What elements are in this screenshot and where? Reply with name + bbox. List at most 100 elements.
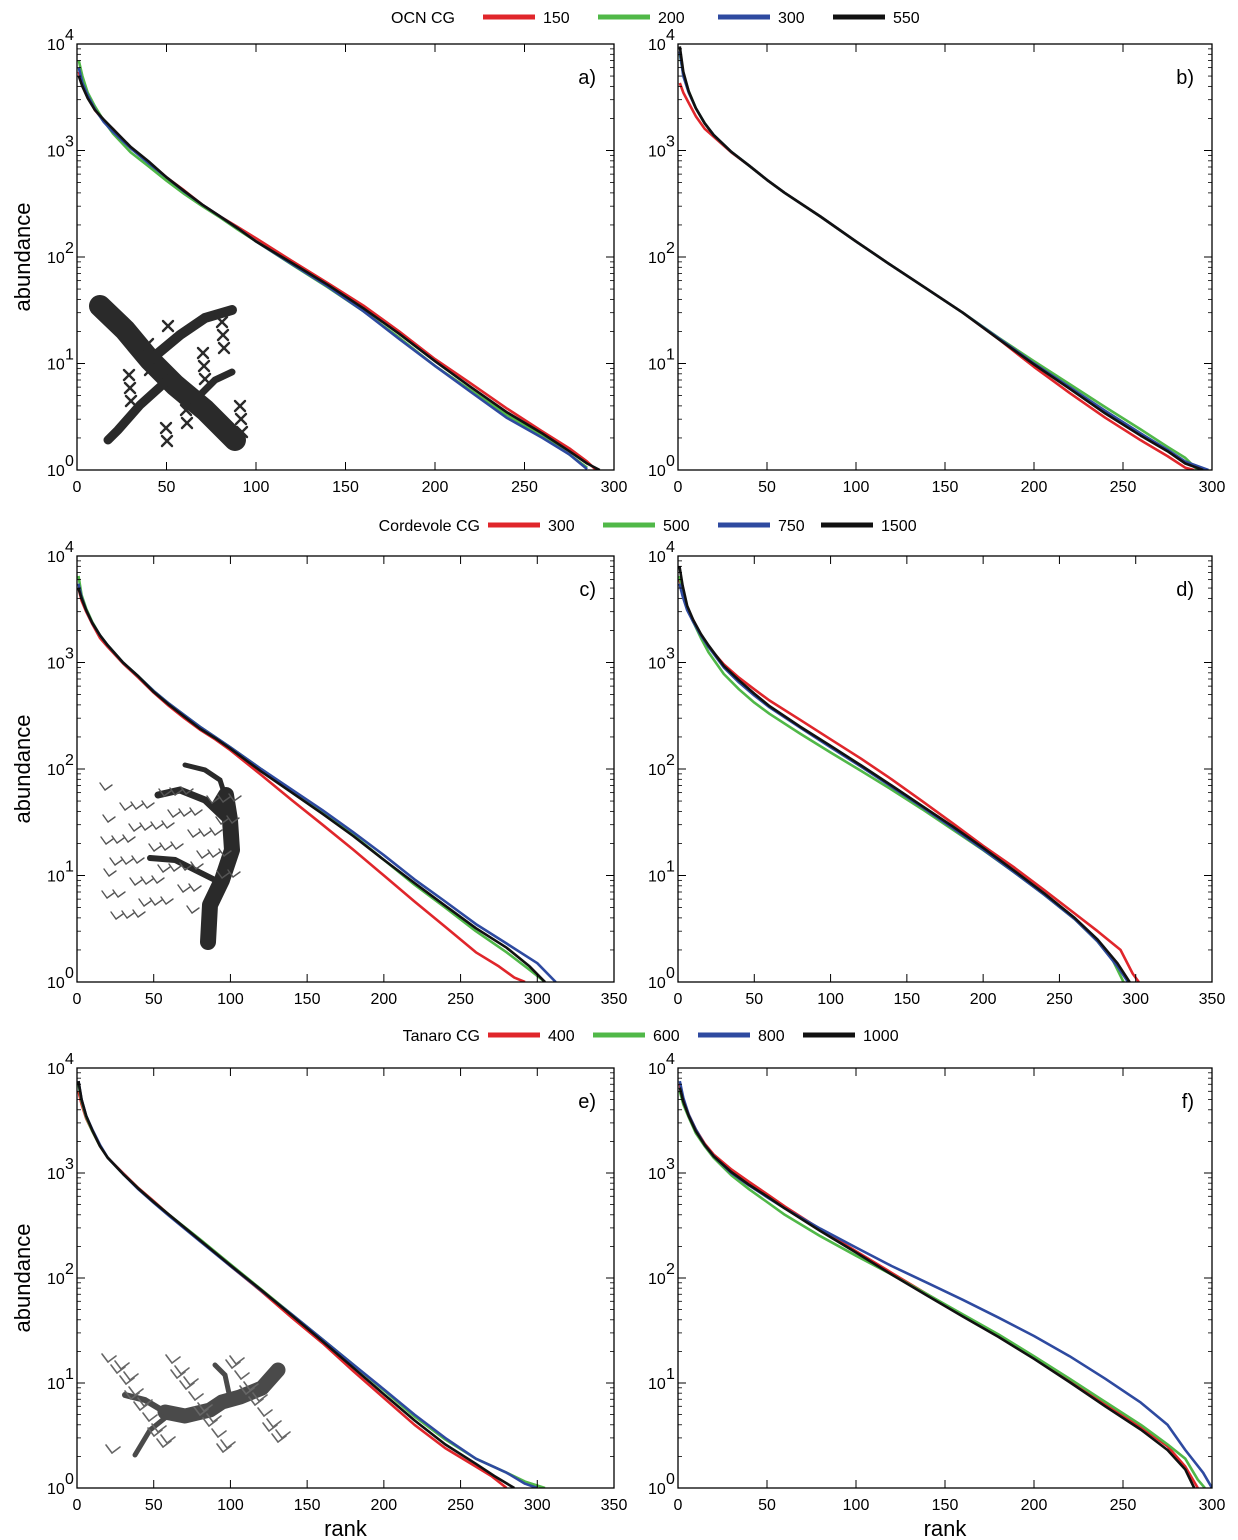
network-branch bbox=[221, 872, 230, 879]
y-tick-exponent: 0 bbox=[65, 965, 74, 982]
network-branch bbox=[179, 1380, 187, 1390]
y-tick-exponent: 2 bbox=[65, 1261, 74, 1278]
y-tick-label: 10 bbox=[47, 1166, 65, 1183]
x-tick-label: 250 bbox=[1110, 479, 1137, 496]
legend-label: 200 bbox=[658, 10, 685, 27]
network-branch bbox=[239, 1385, 247, 1395]
network-branch bbox=[198, 828, 205, 837]
network-branch bbox=[138, 898, 145, 907]
network-branch bbox=[271, 1433, 279, 1443]
legend-label: 600 bbox=[653, 1028, 680, 1045]
network-branch bbox=[222, 796, 231, 803]
network-branch bbox=[216, 1443, 224, 1453]
y-tick-label: 10 bbox=[47, 762, 65, 779]
x-tick-label: 150 bbox=[932, 479, 959, 496]
x-tick-label: 50 bbox=[758, 479, 776, 496]
network-branch bbox=[212, 1415, 222, 1423]
panel-label: a) bbox=[578, 67, 596, 89]
network-branch bbox=[235, 425, 249, 439]
network-branch bbox=[107, 1355, 117, 1363]
legend: OCN CG 150 200 300 550 bbox=[391, 10, 920, 27]
network-branch bbox=[183, 810, 192, 817]
network-branch bbox=[193, 1406, 201, 1416]
network-branch bbox=[196, 850, 203, 859]
series-line-750 bbox=[678, 583, 1130, 982]
network-branch bbox=[172, 811, 181, 818]
network-branch bbox=[192, 831, 201, 838]
series-line-400 bbox=[77, 1091, 508, 1488]
y-tick-exponent: 1 bbox=[65, 859, 74, 876]
y-tick-label: 10 bbox=[47, 1481, 65, 1498]
legend-label: 750 bbox=[778, 518, 805, 535]
network-branch bbox=[201, 852, 210, 859]
network-branch bbox=[218, 848, 225, 857]
x-tick-label: 100 bbox=[217, 1497, 244, 1514]
network-branch bbox=[112, 889, 119, 898]
x-tick-label: 50 bbox=[145, 991, 163, 1008]
network-branch bbox=[160, 896, 167, 905]
network-branch bbox=[165, 1354, 173, 1364]
network-branch bbox=[109, 857, 116, 866]
network-branch bbox=[228, 793, 235, 802]
network-branch bbox=[103, 868, 110, 877]
x-tick-label: 0 bbox=[674, 1497, 683, 1514]
y-tick-label: 10 bbox=[47, 549, 65, 566]
network-branch bbox=[108, 870, 117, 877]
network-branch bbox=[203, 1404, 213, 1412]
panel-label: c) bbox=[579, 579, 596, 601]
x-tick-label: 200 bbox=[970, 991, 997, 1008]
x-tick-label: 300 bbox=[601, 479, 628, 496]
network-branch bbox=[165, 898, 174, 905]
panel-label: e) bbox=[578, 1091, 596, 1113]
network-branch bbox=[157, 864, 164, 873]
network-branch bbox=[131, 855, 138, 864]
y-tick-exponent: 2 bbox=[65, 752, 74, 769]
x-tick-label: 0 bbox=[73, 1497, 82, 1514]
network-branch bbox=[209, 827, 216, 836]
network-branch bbox=[110, 911, 117, 920]
network-branch bbox=[189, 1378, 199, 1386]
network-branch bbox=[223, 850, 232, 857]
y-tick-label: 10 bbox=[648, 357, 666, 374]
network-branch bbox=[157, 1425, 167, 1433]
network-branch bbox=[129, 1373, 139, 1381]
network-branch bbox=[99, 782, 106, 791]
network-branch bbox=[160, 434, 174, 448]
y-tick-exponent: 3 bbox=[666, 134, 675, 151]
network-branch bbox=[107, 816, 116, 823]
network-branch bbox=[114, 859, 123, 866]
network-branch bbox=[217, 794, 224, 803]
network-branch bbox=[119, 1375, 127, 1385]
panel-label: d) bbox=[1176, 579, 1194, 601]
series-line-150 bbox=[678, 82, 1195, 470]
network-branch bbox=[168, 863, 175, 872]
tanaro-network-inset bbox=[101, 1353, 291, 1458]
series-line-750 bbox=[77, 583, 557, 982]
network-branch bbox=[101, 890, 108, 899]
network-branch bbox=[150, 821, 157, 830]
series-line-300 bbox=[678, 579, 1140, 982]
network-branch bbox=[147, 1427, 155, 1437]
network-branch bbox=[104, 784, 113, 791]
series-group bbox=[77, 60, 601, 470]
network-branch bbox=[215, 315, 229, 329]
network-branch bbox=[114, 1360, 122, 1370]
series-line-800 bbox=[77, 1080, 538, 1488]
y-tick-label: 10 bbox=[648, 549, 666, 566]
y-tick-label: 10 bbox=[47, 869, 65, 886]
y-tick-exponent: 4 bbox=[65, 27, 74, 44]
network-branch bbox=[194, 1393, 204, 1401]
network-branch bbox=[143, 1399, 153, 1407]
network-branch bbox=[105, 1444, 113, 1454]
network-branch bbox=[143, 900, 152, 907]
legend-label: 800 bbox=[758, 1028, 785, 1045]
network-branch bbox=[123, 1371, 131, 1381]
network-branch bbox=[161, 319, 175, 333]
ocn-network-inset bbox=[89, 295, 249, 451]
network-branch bbox=[187, 829, 194, 838]
y-tick-label: 10 bbox=[648, 1376, 666, 1393]
x-tick-label: 200 bbox=[371, 1497, 398, 1514]
x-tick-label: 0 bbox=[674, 479, 683, 496]
